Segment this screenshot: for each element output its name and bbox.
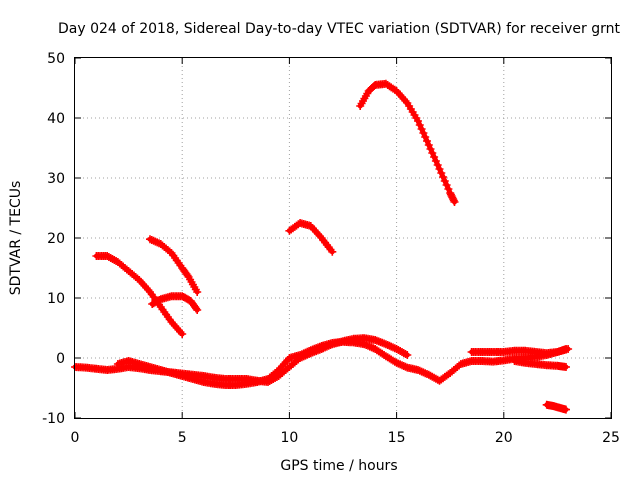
- data-point: [392, 358, 401, 367]
- data-point: [193, 306, 202, 314]
- data-point: [401, 350, 410, 358]
- data-point: [417, 125, 426, 133]
- x-tick-label: 15: [388, 430, 406, 446]
- data-point: [364, 341, 372, 350]
- data-point: [389, 343, 397, 352]
- y-axis-label: SDTVAR / TECUs: [8, 181, 24, 296]
- series-arc-7: [113, 337, 570, 389]
- y-tick-label: 0: [56, 351, 65, 367]
- series-layer: [71, 79, 573, 414]
- data-point: [192, 304, 201, 313]
- y-tick-label: 40: [47, 111, 65, 127]
- series-arc-8: [467, 345, 573, 358]
- data-point: [297, 350, 306, 359]
- data-point: [385, 341, 394, 350]
- data-point: [430, 153, 439, 161]
- data-point: [442, 181, 451, 189]
- y-tick-label: 30: [47, 171, 65, 187]
- y-tick-label: 50: [47, 51, 65, 67]
- data-point: [328, 247, 337, 256]
- y-tick-label: -10: [42, 411, 65, 427]
- data-point: [193, 288, 202, 296]
- y-tick-label: 20: [47, 231, 65, 247]
- x-tick-label: 20: [495, 430, 513, 446]
- data-point: [562, 363, 570, 371]
- x-tick-label: 0: [71, 430, 80, 446]
- series-arc-4: [285, 219, 337, 256]
- data-point: [272, 367, 281, 376]
- data-point: [421, 133, 430, 141]
- data-point: [437, 169, 446, 177]
- plot-frame: [74, 57, 612, 419]
- data-point: [562, 405, 570, 414]
- data-point: [178, 330, 187, 338]
- data-point: [414, 117, 422, 125]
- series-arc-9: [510, 357, 570, 371]
- data-point: [401, 362, 410, 371]
- series-arc-5: [356, 79, 459, 206]
- data-point: [426, 145, 435, 153]
- data-point: [396, 360, 405, 369]
- data-point: [424, 141, 433, 149]
- data-point: [165, 247, 174, 256]
- data-point: [444, 185, 453, 193]
- x-tick-label: 25: [602, 430, 620, 446]
- data-point: [367, 343, 376, 352]
- series-arc-10: [542, 400, 570, 414]
- data-point: [435, 165, 444, 173]
- data-point: [423, 137, 431, 145]
- data-point: [450, 198, 459, 206]
- data-point: [403, 351, 412, 359]
- data-point: [428, 149, 437, 157]
- series-arc-3: [148, 292, 202, 314]
- data-point: [431, 157, 440, 165]
- data-point: [415, 366, 424, 375]
- data-point: [415, 121, 424, 129]
- series-arc-2: [146, 235, 202, 296]
- data-point: [419, 368, 428, 377]
- data-point: [440, 177, 449, 185]
- data-point: [133, 274, 142, 283]
- data-point: [301, 348, 310, 357]
- x-tick-label: 10: [280, 430, 298, 446]
- grid: [75, 58, 611, 418]
- data-point: [419, 129, 428, 137]
- axis-ticks: 0 5 10 15 20 25 -10 0 10 20 30 40 50: [42, 51, 620, 446]
- chart-title: Day 024 of 2018, Sidereal Day-to-day VTE…: [58, 21, 620, 37]
- data-point: [564, 345, 573, 353]
- y-tick-label: 10: [47, 291, 65, 307]
- data-point: [433, 161, 442, 169]
- x-axis-label: GPS time / hours: [280, 458, 397, 474]
- x-tick-label: 5: [178, 430, 187, 446]
- data-point: [439, 173, 448, 181]
